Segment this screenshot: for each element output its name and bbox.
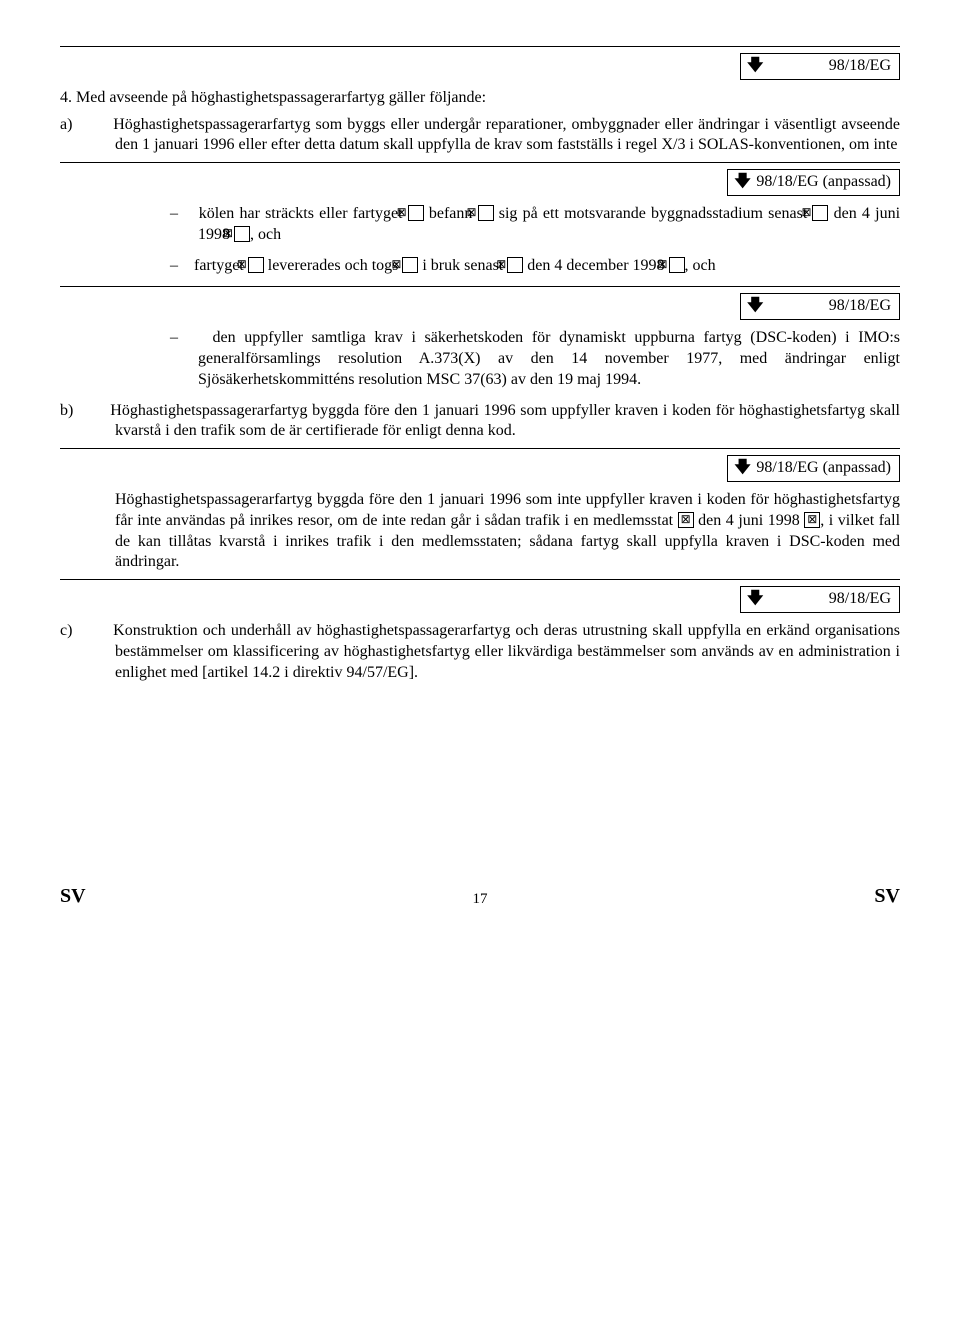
item-b-label: b): [60, 402, 73, 419]
b2-date: den 4 december 1998: [523, 257, 668, 274]
ref-box-row-1: 🡇 98/18/EG: [60, 53, 900, 80]
open-marker-icon: ⊠: [812, 205, 828, 221]
ref-box-row-4: 🡇 98/18/EG (anpassad): [60, 455, 900, 482]
footer-left: SV: [60, 883, 86, 909]
rule-4: [60, 579, 900, 580]
ref-box-4: 🡇 98/18/EG (anpassad): [727, 455, 900, 482]
item-c-label: c): [60, 622, 72, 639]
ref-box-row-3: 🡇 98/18/EG: [60, 293, 900, 320]
bullet-2: – fartyget ⊠ levererades och togs ⊠ i br…: [170, 256, 900, 277]
b2p-date: den 4 juni 1998: [694, 512, 805, 529]
item-b-para2: Höghastighetspassagerarfartyg byggda för…: [115, 490, 900, 573]
down-arrow-icon: 🡇: [734, 458, 750, 479]
b3-text: den uppfyller samtliga krav i säkerhetsk…: [198, 329, 900, 388]
page-footer: SV 17 SV: [60, 883, 900, 909]
close-marker-icon: ⊠: [478, 205, 494, 221]
ref-box-row-2: 🡇 98/18/EG (anpassad): [60, 169, 900, 196]
rule-1: [60, 162, 900, 163]
item-b-text: Höghastighetspassagerarfartyg byggda för…: [110, 402, 900, 440]
down-arrow-icon: 🡇: [747, 296, 763, 317]
bullet-3: – den uppfyller samtliga krav i säkerhet…: [170, 328, 900, 390]
b2-p2: , och: [685, 257, 716, 274]
b2-mid: levererades och togs: [264, 257, 403, 274]
b1-pre: kölen har sträckts eller fartyget: [199, 205, 408, 222]
ref-text: 98/18/EG (anpassad): [756, 459, 891, 476]
close-marker-icon: ⊠: [402, 257, 418, 273]
item-a: a) Höghastighetspassagerarfartyg som byg…: [60, 115, 900, 157]
bullet-1: – kölen har sträckts eller fartyget ⊠ be…: [170, 204, 900, 246]
item-c-text: Konstruktion och underhåll av höghastigh…: [113, 622, 900, 681]
ref-text: 98/18/EG: [829, 297, 891, 314]
down-arrow-icon: 🡇: [747, 589, 763, 610]
ref-box-1: 🡇 98/18/EG: [740, 53, 900, 80]
close-marker-icon: ⊠: [669, 257, 685, 273]
ref-text: 98/18/EG: [829, 590, 891, 607]
sub-bullet-list: – kölen har sträckts eller fartyget ⊠ be…: [170, 204, 900, 276]
close-marker-icon: ⊠: [234, 226, 250, 242]
ref-text: 98/18/EG: [829, 57, 891, 74]
open-marker-icon: ⊠: [678, 512, 694, 528]
item-b: b) Höghastighetspassagerarfartyg byggda …: [60, 401, 900, 443]
item-a-text: Höghastighetspassagerarfartyg som byggs …: [113, 116, 900, 154]
ref-box-3: 🡇 98/18/EG: [740, 293, 900, 320]
down-arrow-icon: 🡇: [747, 56, 763, 77]
ref-box-5: 🡇 98/18/EG: [740, 586, 900, 613]
close-marker-icon: ⊠: [804, 512, 820, 528]
open-marker-icon: ⊠: [507, 257, 523, 273]
ref-box-row-5: 🡇 98/18/EG: [60, 586, 900, 613]
item-a-label: a): [60, 116, 72, 133]
open-marker-icon: ⊠: [408, 205, 424, 221]
para4-intro: 4. Med avseende på höghastighetspassager…: [60, 88, 900, 109]
b1-p1: sig på ett motsvarande byggnadsstadium s…: [494, 205, 813, 222]
sub-bullet-list-2: – den uppfyller samtliga krav i säkerhet…: [170, 328, 900, 390]
footer-right: SV: [874, 883, 900, 909]
rule-2: [60, 286, 900, 287]
page-number: 17: [473, 890, 488, 910]
open-marker-icon: ⊠: [248, 257, 264, 273]
ref-text: 98/18/EG (anpassad): [756, 173, 891, 190]
b2-p1: i bruk senast: [418, 257, 507, 274]
item-c: c) Konstruktion och underhåll av höghast…: [60, 621, 900, 683]
ref-box-2: 🡇 98/18/EG (anpassad): [727, 169, 900, 196]
rule-top: [60, 46, 900, 47]
b1-p2: , och: [250, 226, 281, 243]
rule-3: [60, 448, 900, 449]
down-arrow-icon: 🡇: [734, 172, 750, 193]
